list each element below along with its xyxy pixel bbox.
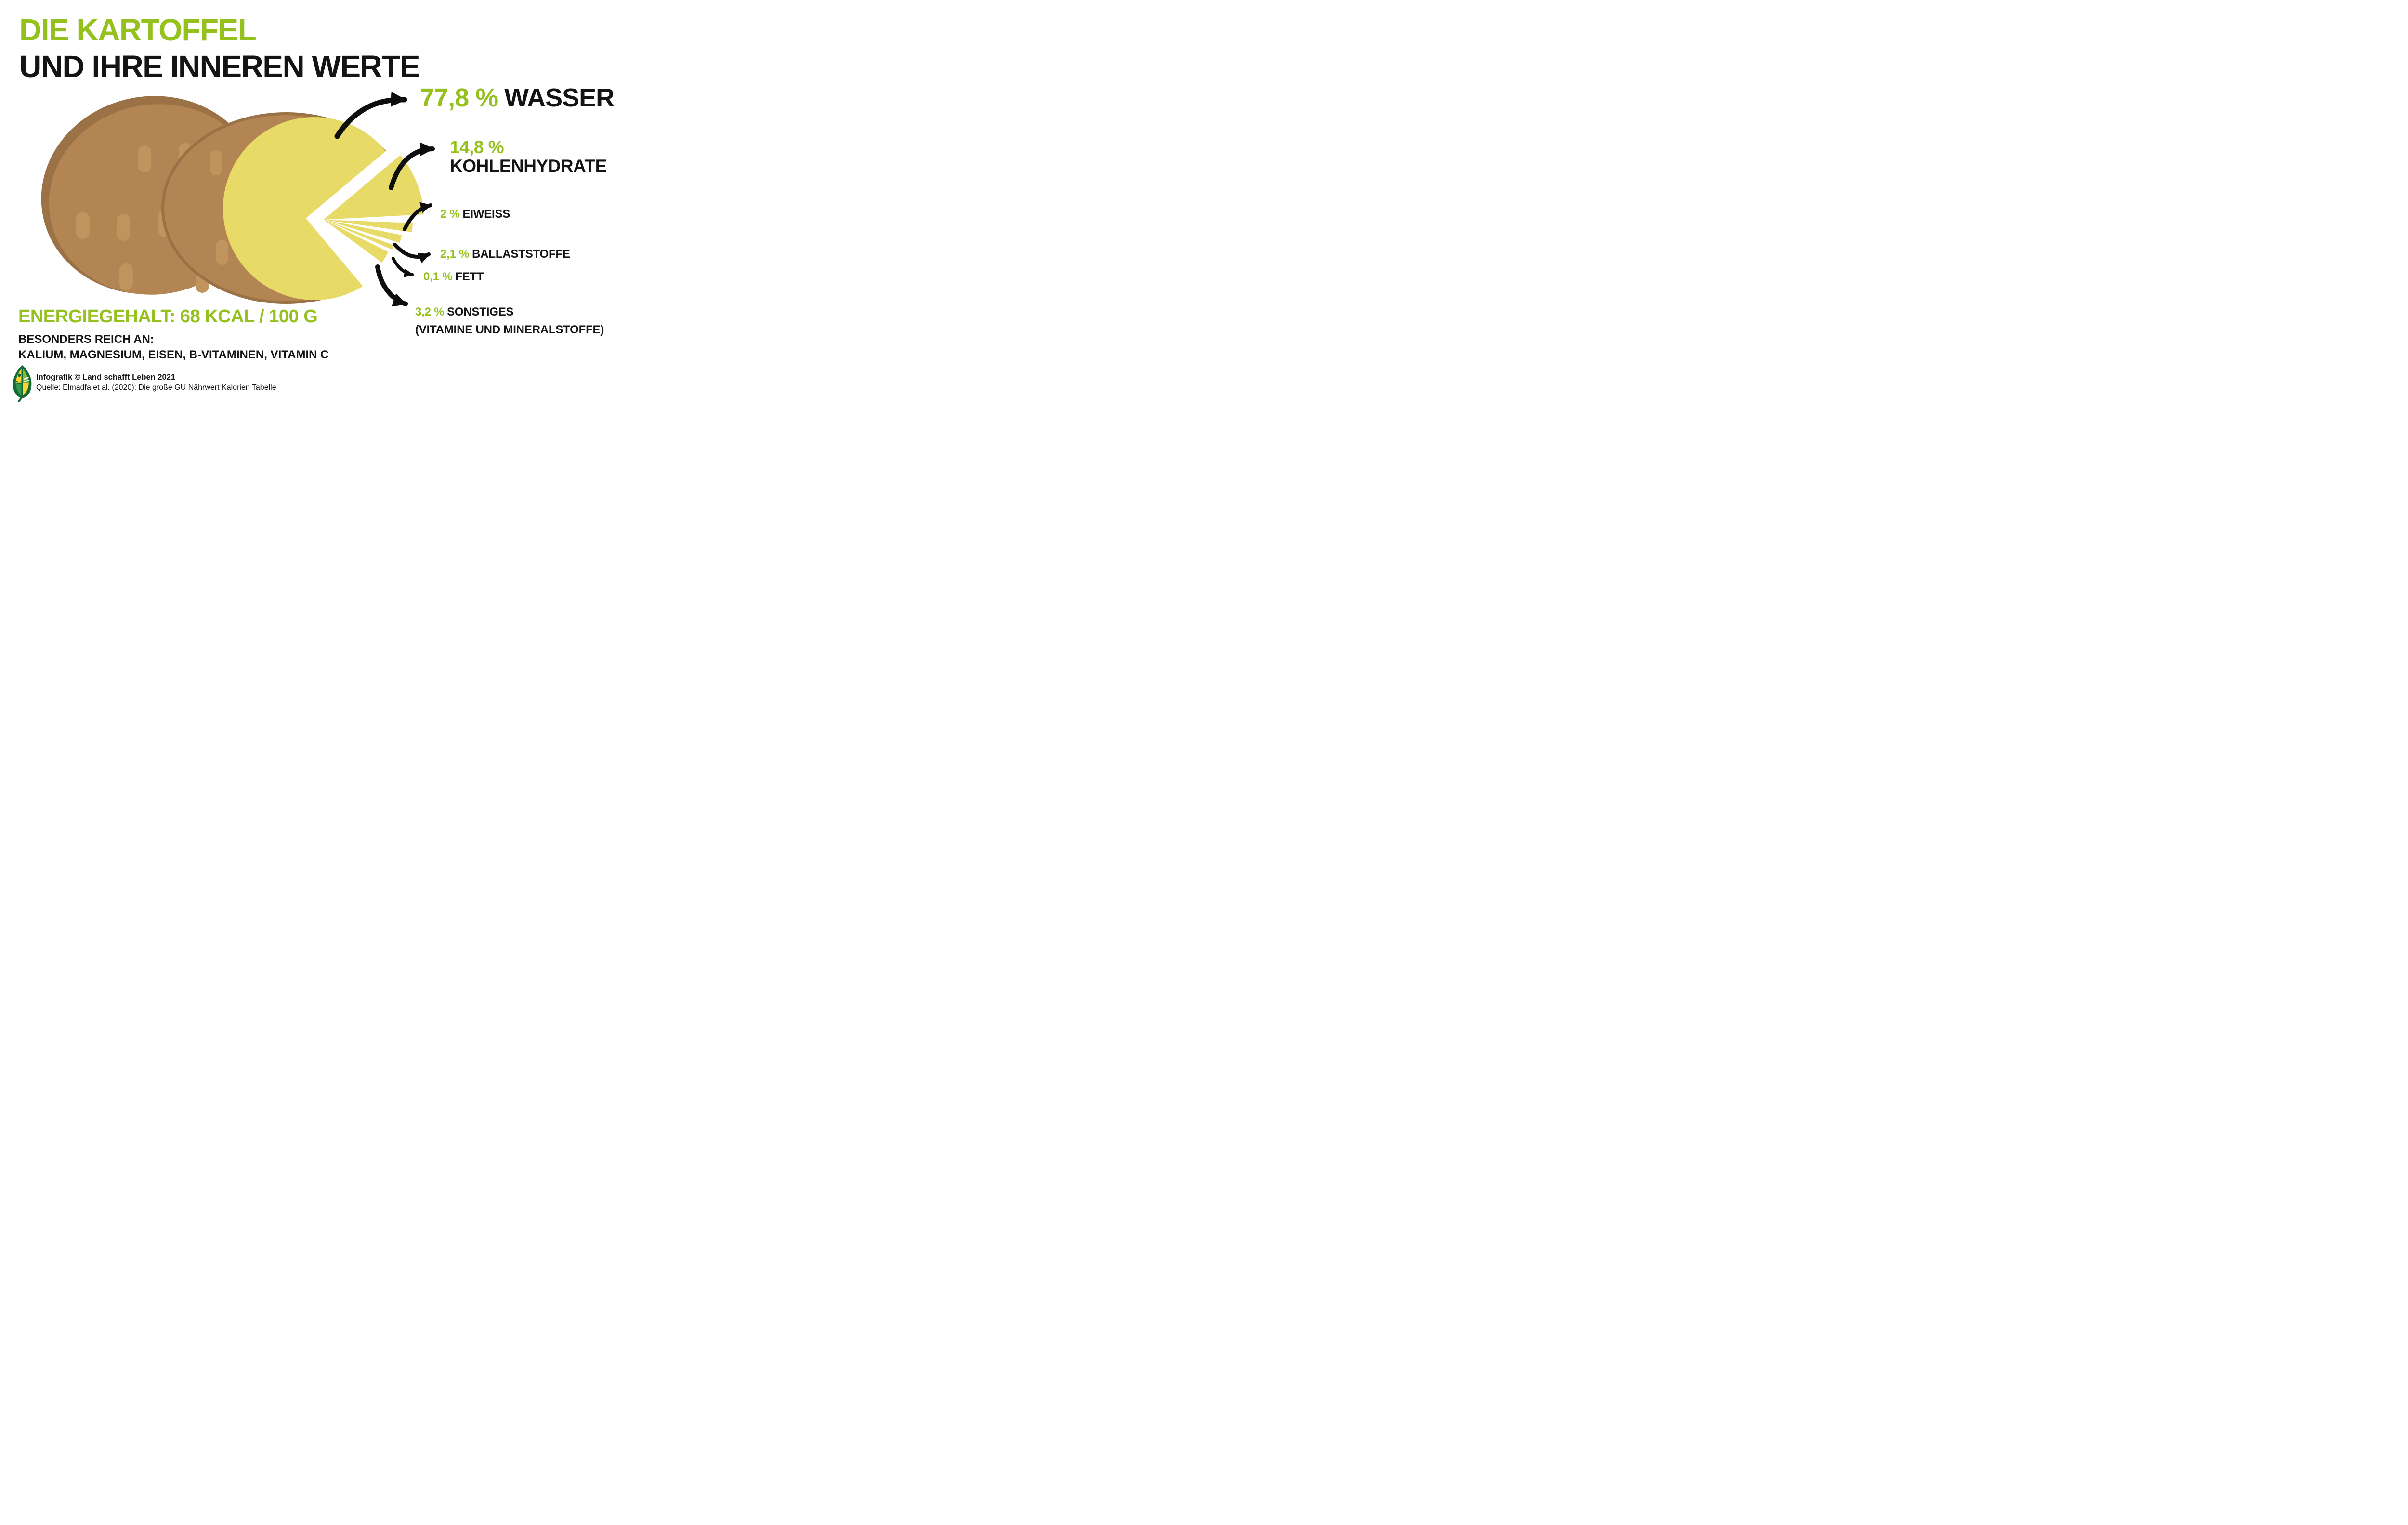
arrow-ballaststoffe-icon xyxy=(393,243,431,263)
arrow-sonstiges-icon xyxy=(375,264,408,307)
title-line2: UND IHRE INNEREN WERTE xyxy=(19,49,420,84)
fett-label: FETT xyxy=(455,270,484,283)
pie-mouth-cutout xyxy=(306,101,446,358)
pie-ballaststoffe-slice xyxy=(324,220,402,243)
arrow-wasser-icon xyxy=(334,92,407,139)
energy-content-line: ENERGIEGEHALT: 68 KCAL / 100 G xyxy=(18,306,318,327)
pie-sonstiges-slice xyxy=(324,220,388,263)
callout-ballaststoffe: 2,1 % BALLASTSTOFFE xyxy=(440,248,570,260)
potato-pie-illustration xyxy=(13,92,446,403)
eiweiss-label: EIWEISS xyxy=(462,208,510,221)
callout-eiweiss: 2 % EIWEISS xyxy=(440,208,510,220)
callout-fett: 0,1 % FETT xyxy=(423,271,484,283)
wasser-value: 77,8 % xyxy=(420,83,498,112)
pie-eiweiss-slice xyxy=(324,220,413,232)
rich-in-heading: BESONDERS REICH AN: xyxy=(18,333,154,346)
pie-fett-slice xyxy=(324,220,394,250)
kohlenhydrate-value: 14,8 % xyxy=(450,137,504,157)
arrow-eiweiss-icon xyxy=(403,202,432,231)
rich-in-block: BESONDERS REICH AN: KALIUM, MAGNESIUM, E… xyxy=(18,333,328,361)
wasser-label: WASSER xyxy=(504,83,615,112)
callout-wasser: 77,8 % WASSER xyxy=(420,83,615,112)
sonstiges-label: SONSTIGES xyxy=(447,305,514,318)
sonstiges-value: 3,2 % xyxy=(415,305,445,318)
kohlenhydrate-label: KOHLENHYDRATE xyxy=(450,156,607,176)
sonstiges-label-line2: (VITAMINE UND MINERALSTOFFE) xyxy=(415,323,604,336)
eiweiss-value: 2 % xyxy=(440,208,460,221)
ballaststoffe-value: 2,1 % xyxy=(440,248,470,261)
potato-eyes-front xyxy=(210,150,228,265)
footer-credit: Infografik © Land schafft Leben 2021 xyxy=(36,373,176,381)
footer: Infografik © Land schafft Leben 2021 Que… xyxy=(36,372,276,393)
infographic-canvas: DIE KARTOFFEL UND IHRE INNEREN WERTE 77,… xyxy=(0,0,722,407)
arrow-fett-icon xyxy=(391,256,414,278)
page-title: DIE KARTOFFEL UND IHRE INNEREN WERTE xyxy=(19,12,420,85)
callout-arrows xyxy=(334,92,435,307)
callout-sonstiges: 3,2 % SONSTIGES (VITAMINE UND MINERALSTOF… xyxy=(415,303,604,339)
ballaststoffe-label: BALLASTSTOFFE xyxy=(472,248,570,261)
leaf-logo-icon xyxy=(13,365,32,403)
title-line1: DIE KARTOFFEL xyxy=(19,13,257,47)
fett-value: 0,1 % xyxy=(423,270,453,283)
rich-in-items: KALIUM, MAGNESIUM, EISEN, B-VITAMINEN, V… xyxy=(18,348,329,361)
arrow-kohlenhydrate-icon xyxy=(389,142,435,190)
callout-kohlenhydrate: 14,8 % KOHLENHYDRATE xyxy=(450,138,607,175)
footer-source: Quelle: Elmadfa et al. (2020): Die große… xyxy=(36,383,276,392)
